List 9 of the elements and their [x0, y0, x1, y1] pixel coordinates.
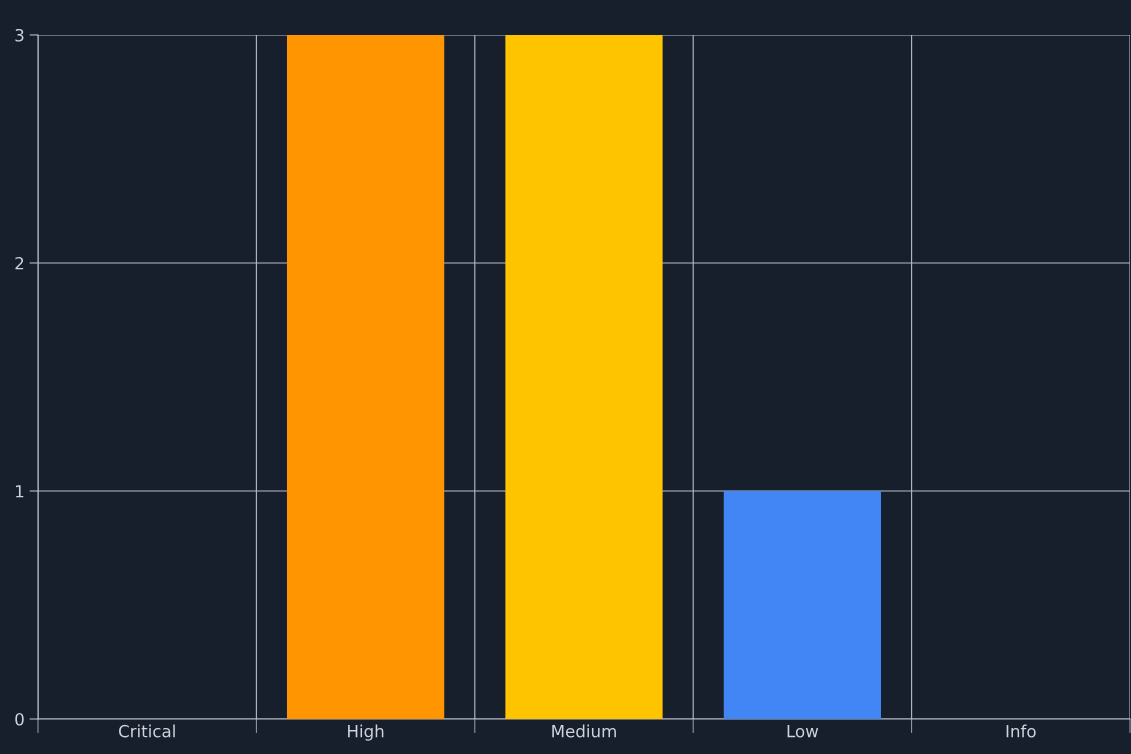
x-tick-label: Low — [787, 725, 819, 738]
x-tick-label: Medium — [552, 724, 616, 738]
y-tick-label: 0 — [15, 712, 24, 726]
y-tick-label: 2 — [15, 256, 24, 270]
x-tick-label: Info — [1006, 724, 1036, 738]
x-tick-label: High — [348, 724, 384, 741]
y-tick-label: 3 — [15, 28, 24, 42]
x-tick-label: Critical — [118, 724, 175, 738]
y-tick-label: 1 — [16, 485, 24, 498]
